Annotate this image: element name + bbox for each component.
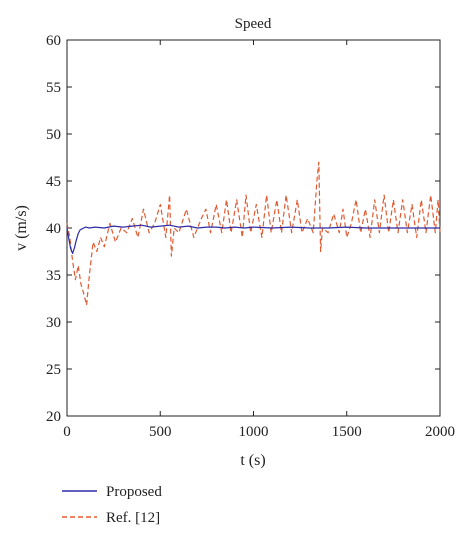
series-line-proposed: [66, 224, 440, 254]
chart-title: Speed: [235, 16, 272, 32]
y-tick-label: 60: [46, 33, 61, 49]
x-tick-label: 500: [149, 424, 172, 440]
legend-label-proposed: Proposed: [106, 484, 162, 500]
axis-ticks: 0 500 1000 1500 2000 20 25 30 35 40 45 50 55 60: [46, 33, 455, 440]
y-axis-label: v (m/s): [13, 205, 30, 251]
series-layer: [66, 161, 441, 306]
y-tick-label: 30: [46, 315, 61, 331]
y-tick-label: 35: [46, 268, 61, 284]
y-tick-label: 55: [46, 80, 61, 96]
x-tick-label: 1500: [332, 424, 362, 440]
y-tick-label: 50: [46, 127, 61, 143]
x-tick-label: 0: [63, 424, 71, 440]
y-tick-label: 25: [46, 362, 61, 378]
y-tick-label: 40: [46, 221, 61, 237]
x-tick-label: 2000: [425, 424, 455, 440]
x-axis-label: t (s): [240, 452, 265, 469]
legend-label-ref: Ref. [12]: [106, 510, 160, 526]
y-tick-label: 20: [46, 409, 61, 425]
x-tick-label: 1000: [239, 424, 269, 440]
series-line-ref: [66, 161, 441, 306]
y-tick-label: 45: [46, 174, 61, 190]
legend: Proposed Ref. [12]: [62, 484, 162, 526]
